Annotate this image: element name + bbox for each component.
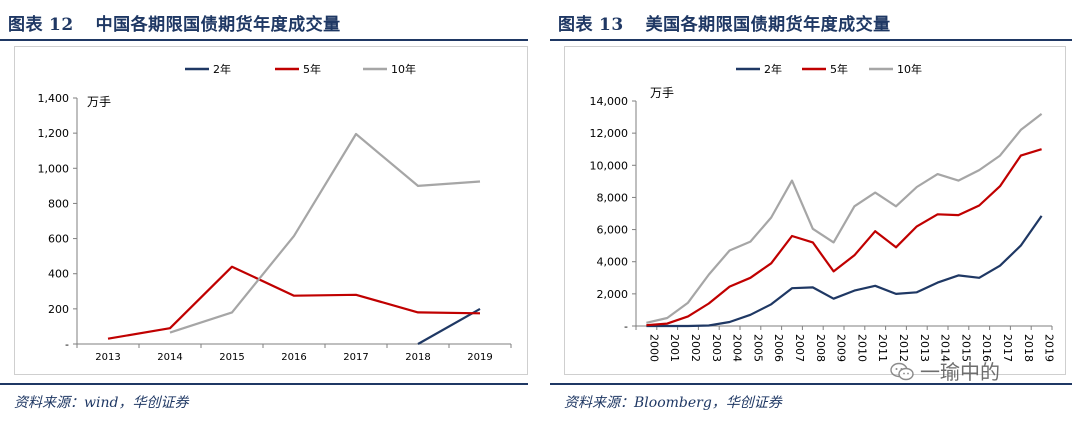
left-x-tick-label: 2014 [157, 352, 182, 363]
left-legend-label-1: 2年 [213, 62, 231, 76]
left-y-tick-label: 400 [48, 268, 69, 281]
left-figure-label: 图表 [8, 15, 43, 35]
right-x-tick-label: 2007 [793, 334, 806, 362]
left-unit-label: 万手 [87, 95, 111, 109]
right-x-tick-label: 2016 [980, 334, 993, 362]
left-x-tick-label: 2018 [405, 352, 430, 363]
left-legend-label-3: 10年 [391, 62, 416, 76]
right-x-tick-label: 2003 [710, 334, 723, 362]
right-x-tick-label: 2001 [668, 334, 681, 362]
left-figure-title-text: 中国各期限国债期货年度成交量 [95, 15, 341, 35]
left-x-tick-label: 2013 [95, 352, 120, 363]
right-line-chart: - 2,000 4,000 6,000 8,000 10,000 12,000 14,000 2… [590, 62, 1056, 362]
left-y-tick-label: 200 [48, 303, 69, 316]
left-series-line-1 [417, 307, 481, 345]
right-x-tick-label: 2002 [689, 334, 702, 362]
right-x-tick-label: 2018 [1022, 334, 1035, 362]
right-x-tick-label: 2019 [1043, 334, 1056, 362]
watermark: 一瑜中的 [890, 356, 1000, 385]
left-figure-number: 12 [49, 15, 74, 35]
right-y-tick-label: 8,000 [597, 191, 629, 204]
right-unit-label: 万手 [650, 86, 674, 100]
right-series-line-3 [646, 113, 1043, 324]
right-y-tick-label: 10,000 [590, 159, 629, 172]
left-series-line-3 [169, 132, 481, 334]
left-y-tick-label: 800 [48, 197, 69, 210]
right-x-tick-label: 2010 [855, 334, 868, 362]
right-figure-title-text: 美国各期限国债期货年度成交量 [645, 15, 891, 35]
right-y-tick-label: 14,000 [590, 95, 629, 108]
left-y-tick-label: 1,400 [38, 92, 70, 105]
left-chart-frame: - 200 400 600 800 1,000 1,200 1,400 2013 2014 2015… [14, 46, 528, 375]
left-y-tick-label: 600 [48, 233, 69, 246]
right-figure-panel: 图表 13 美国各期限国债期货年度成交量 - 2,000 4,000 6,000 8,000… [550, 0, 1077, 421]
right-x-tick-label: 2015 [959, 334, 972, 362]
right-source-note: 资料来源：Bloomberg，华创证券 [564, 395, 782, 411]
right-series-line-2 [646, 148, 1042, 327]
right-source-rule [550, 383, 1072, 385]
right-x-tick-label: 2009 [835, 334, 848, 362]
left-series-line-2 [107, 265, 481, 340]
left-y-tick-label: 1,200 [38, 127, 70, 140]
right-series-line-1 [646, 215, 1043, 328]
left-figure-panel: 图表 12 中国各期限国债期货年度成交量 - 200 400 600 800 1,000 1,2… [0, 0, 530, 421]
left-x-tick-label: 2019 [467, 352, 492, 363]
right-legend-label-2: 5年 [830, 62, 848, 76]
right-legend-label-3: 10年 [897, 62, 922, 76]
right-figure-number: 13 [599, 15, 624, 35]
right-x-tick-label: 2012 [897, 334, 910, 362]
right-x-tick-label: 2011 [876, 334, 889, 362]
right-y-tick-label: - [624, 320, 628, 333]
right-x-tick-label: 2000 [647, 334, 660, 362]
right-figure-title: 图表 13 美国各期限国债期货年度成交量 [558, 10, 891, 35]
wechat-icon [890, 362, 914, 381]
left-y-tick-label: - [65, 338, 69, 351]
right-x-tick-label: 2008 [814, 334, 827, 362]
left-legend-label-2: 5年 [303, 62, 321, 76]
right-y-tick-label: 4,000 [597, 256, 629, 269]
right-figure-label: 图表 [558, 15, 593, 35]
left-x-tick-label: 2017 [343, 352, 368, 363]
left-source-rule [0, 383, 528, 385]
left-title-rule [0, 39, 528, 41]
right-x-tick-label: 2004 [731, 334, 744, 362]
right-x-tick-label: 2005 [751, 334, 764, 362]
right-y-tick-label: 2,000 [597, 288, 629, 301]
right-y-tick-label: 12,000 [590, 127, 629, 140]
right-legend-label-1: 2年 [764, 62, 782, 76]
right-chart-frame: - 2,000 4,000 6,000 8,000 10,000 12,000 14,000 2… [564, 46, 1066, 375]
right-y-tick-label: 6,000 [597, 224, 629, 237]
right-x-tick-label: 2013 [918, 334, 931, 362]
left-line-chart: - 200 400 600 800 1,000 1,200 1,400 2013 2014 2015… [38, 62, 512, 363]
left-source-note: 资料来源：wind，华创证券 [14, 395, 189, 411]
right-x-tick-label: 2014 [939, 334, 952, 362]
right-x-tick-label: 2017 [1001, 334, 1014, 362]
right-title-rule [550, 39, 1072, 41]
left-x-tick-label: 2015 [219, 352, 244, 363]
right-x-tick-label: 2006 [772, 334, 785, 362]
watermark-text: 一瑜中的 [920, 360, 1000, 384]
left-y-tick-label: 1,000 [38, 162, 70, 175]
left-figure-title: 图表 12 中国各期限国债期货年度成交量 [8, 10, 341, 35]
left-x-tick-label: 2016 [281, 352, 306, 363]
